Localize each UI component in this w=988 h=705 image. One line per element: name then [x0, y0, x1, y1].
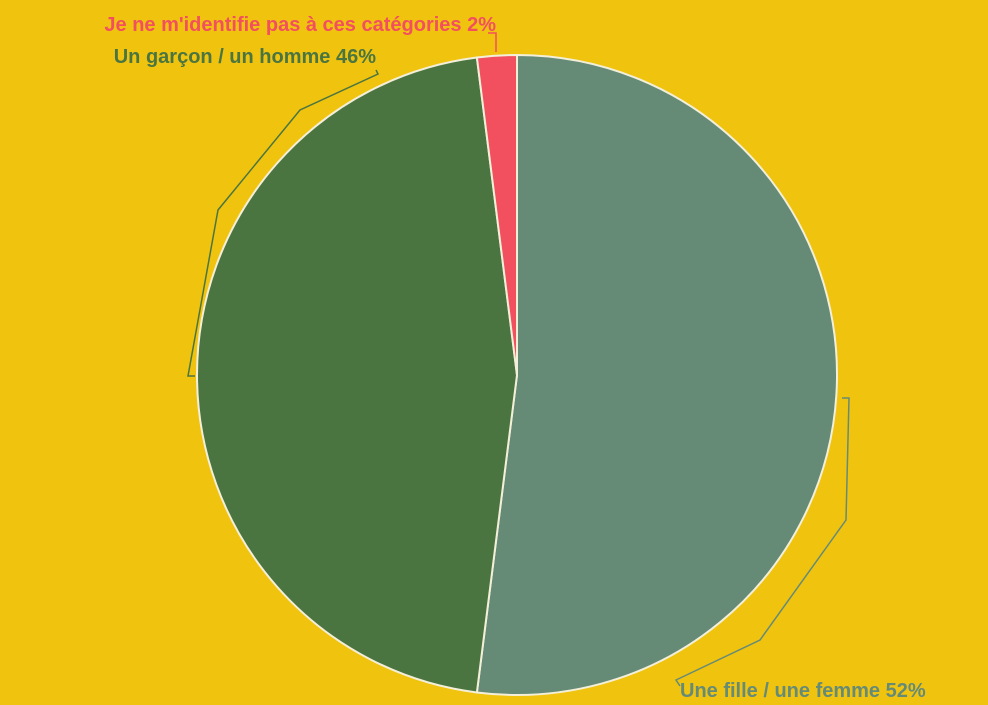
slice-label-non-identifie: Je ne m'identifie pas à ces catégories 2… — [104, 14, 496, 36]
pie-slice-une-fille-une-femme — [475, 53, 838, 696]
leader-lines-layer — [187, 32, 850, 687]
labels-layer: Une fille / une femme 52% Un garçon / un … — [104, 14, 925, 702]
slice-label-un-garcon-un-homme: Un garçon / un homme 46% — [114, 46, 376, 68]
leader-line-non-identifie — [488, 32, 497, 52]
slices-layer — [196, 53, 838, 696]
pie-slice-non-identifie — [475, 53, 518, 376]
slice-label-une-fille-une-femme: Une fille / une femme 52% — [680, 680, 926, 702]
pie-slice-un-garcon-un-homme — [196, 56, 519, 694]
leader-line-une-fille-une-femme — [674, 397, 850, 687]
leader-line-un-garcon-un-homme — [187, 69, 380, 377]
